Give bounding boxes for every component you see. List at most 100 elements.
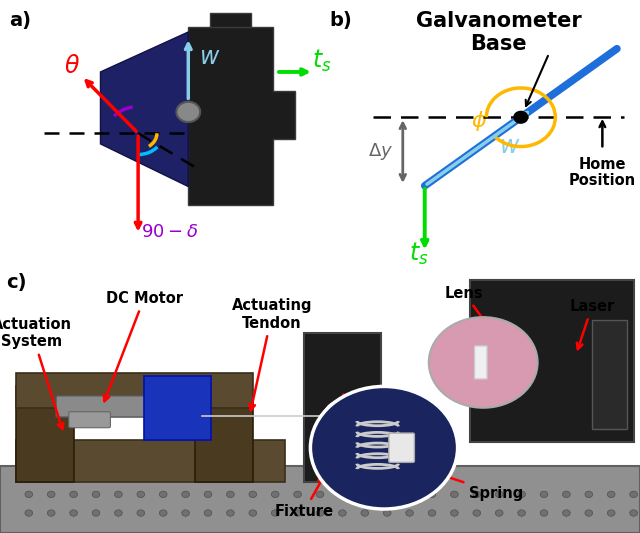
Circle shape: [271, 510, 279, 516]
Polygon shape: [211, 13, 251, 27]
Text: Spring: Spring: [405, 462, 523, 500]
Circle shape: [204, 491, 212, 498]
Circle shape: [227, 491, 234, 498]
Circle shape: [115, 491, 122, 498]
Circle shape: [227, 510, 234, 516]
Text: $\phi$: $\phi$: [470, 109, 486, 133]
Circle shape: [316, 491, 324, 498]
Circle shape: [316, 510, 324, 516]
Circle shape: [70, 510, 77, 516]
FancyBboxPatch shape: [195, 400, 253, 482]
Text: $\Delta y$: $\Delta y$: [368, 141, 394, 162]
Polygon shape: [188, 27, 295, 205]
Text: Galvanometer
Base: Galvanometer Base: [416, 11, 582, 54]
Circle shape: [177, 102, 200, 122]
Circle shape: [540, 510, 548, 516]
FancyBboxPatch shape: [470, 280, 634, 442]
FancyBboxPatch shape: [388, 433, 415, 462]
FancyBboxPatch shape: [16, 386, 74, 482]
Circle shape: [47, 491, 55, 498]
Circle shape: [406, 510, 413, 516]
Circle shape: [294, 510, 301, 516]
Circle shape: [563, 491, 570, 498]
Circle shape: [607, 491, 615, 498]
Text: DC Motor: DC Motor: [104, 291, 182, 401]
Circle shape: [429, 317, 538, 408]
Circle shape: [159, 491, 167, 498]
Text: $w$: $w$: [499, 134, 520, 158]
Circle shape: [428, 510, 436, 516]
Circle shape: [339, 491, 346, 498]
Circle shape: [47, 510, 55, 516]
Text: $\theta$: $\theta$: [65, 54, 81, 78]
Circle shape: [585, 510, 593, 516]
FancyBboxPatch shape: [144, 376, 211, 440]
Circle shape: [115, 510, 122, 516]
Circle shape: [473, 491, 481, 498]
Circle shape: [137, 510, 145, 516]
Circle shape: [249, 510, 257, 516]
Text: Actuating
Tendon: Actuating Tendon: [232, 298, 312, 410]
Circle shape: [451, 491, 458, 498]
Circle shape: [495, 510, 503, 516]
Circle shape: [204, 510, 212, 516]
FancyBboxPatch shape: [592, 320, 627, 429]
FancyBboxPatch shape: [16, 440, 285, 482]
Text: Actuation
System: Actuation System: [0, 317, 72, 429]
Circle shape: [294, 491, 301, 498]
Circle shape: [25, 510, 33, 516]
Circle shape: [540, 491, 548, 498]
Circle shape: [451, 510, 458, 516]
Circle shape: [271, 491, 279, 498]
Circle shape: [428, 491, 436, 498]
Text: Laser: Laser: [570, 299, 614, 349]
Text: b): b): [330, 11, 352, 30]
Circle shape: [182, 491, 189, 498]
Text: $\delta$: $\delta$: [156, 145, 169, 165]
Text: a): a): [10, 11, 31, 30]
Circle shape: [495, 491, 503, 498]
FancyBboxPatch shape: [69, 411, 111, 427]
Text: TAG: TAG: [342, 394, 374, 487]
Text: c): c): [6, 273, 27, 292]
Text: $w$: $w$: [199, 45, 221, 69]
Circle shape: [92, 491, 100, 498]
Text: $90-\delta$: $90-\delta$: [141, 223, 198, 241]
FancyBboxPatch shape: [475, 346, 487, 379]
Circle shape: [406, 491, 413, 498]
Circle shape: [383, 510, 391, 516]
Circle shape: [518, 510, 525, 516]
Circle shape: [514, 111, 528, 123]
Polygon shape: [100, 32, 188, 187]
Circle shape: [159, 510, 167, 516]
Text: $\phi$: $\phi$: [164, 130, 180, 154]
Circle shape: [137, 491, 145, 498]
FancyBboxPatch shape: [0, 466, 640, 533]
Circle shape: [70, 491, 77, 498]
Circle shape: [182, 510, 189, 516]
Circle shape: [339, 510, 346, 516]
Text: Fixture: Fixture: [275, 477, 333, 519]
Text: $t_s$: $t_s$: [409, 240, 429, 266]
Circle shape: [325, 401, 360, 431]
Circle shape: [361, 510, 369, 516]
Circle shape: [25, 491, 33, 498]
FancyBboxPatch shape: [56, 395, 187, 417]
Circle shape: [361, 491, 369, 498]
Circle shape: [473, 510, 481, 516]
Circle shape: [630, 510, 637, 516]
Circle shape: [630, 491, 637, 498]
Text: Home
Position: Home Position: [569, 157, 636, 189]
Circle shape: [249, 491, 257, 498]
Circle shape: [383, 491, 391, 498]
Text: $t_s$: $t_s$: [312, 48, 332, 74]
Circle shape: [563, 510, 570, 516]
Text: Lens: Lens: [445, 286, 486, 324]
FancyBboxPatch shape: [16, 373, 253, 408]
Circle shape: [310, 386, 458, 509]
FancyBboxPatch shape: [304, 333, 381, 482]
Circle shape: [518, 491, 525, 498]
Circle shape: [607, 510, 615, 516]
Circle shape: [92, 510, 100, 516]
Circle shape: [585, 491, 593, 498]
